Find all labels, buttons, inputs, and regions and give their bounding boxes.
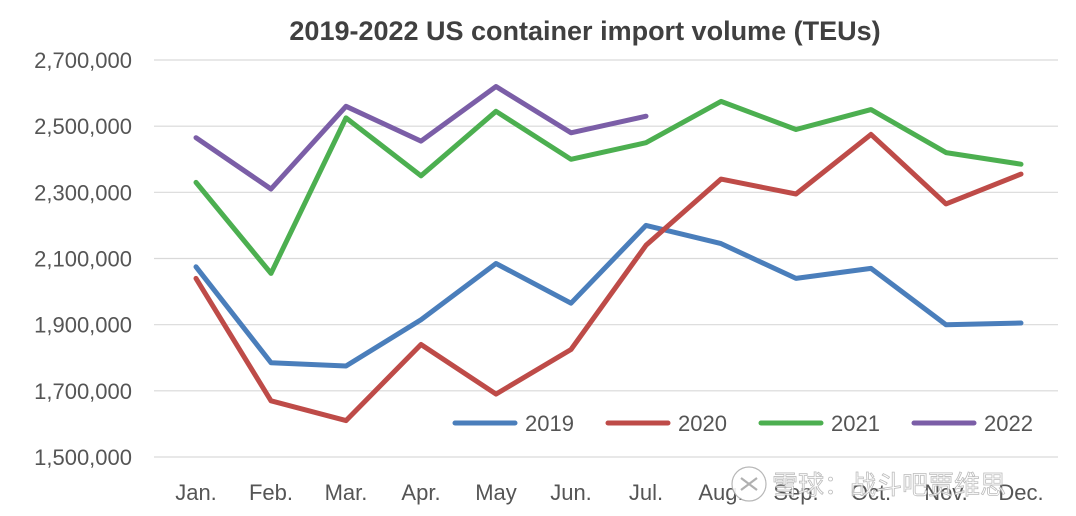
y-tick-label: 1,900,000 [34, 313, 132, 338]
x-tick-label: Jan. [175, 480, 217, 505]
x-tick-label: Apr. [401, 480, 440, 505]
series-line-2019 [193, 222, 1024, 369]
y-axis-tick-labels: 1,500,000 1,700,000 1,900,000 2,100,000 2,30… [34, 48, 132, 470]
y-tick-label: 2,100,000 [34, 247, 132, 272]
series-line-2021 [193, 98, 1024, 276]
y-tick-label: 1,500,000 [34, 445, 132, 470]
legend-label-2021: 2021 [831, 411, 880, 436]
legend-label-2020: 2020 [678, 411, 727, 436]
x-tick-label: Sep. [773, 480, 818, 505]
gridlines [154, 59, 1058, 458]
legend-label-2022: 2022 [984, 411, 1033, 436]
legend: 2019 2020 2021 2022 [452, 411, 1033, 436]
watermark-text: 雪球：战斗吧贾维思 [772, 471, 1006, 501]
chart-title: 2019-2022 US container import volume (TE… [289, 16, 880, 46]
y-tick-label: 1,700,000 [34, 379, 132, 404]
legend-label-2019: 2019 [525, 411, 574, 436]
snowball-logo-icon [731, 466, 767, 502]
x-tick-label: Oct. [851, 480, 891, 505]
x-tick-label: May [475, 480, 517, 505]
x-tick-label: Jul. [629, 480, 663, 505]
watermark: 雪球：战斗吧贾维思 [731, 466, 1006, 502]
y-tick-label: 2,300,000 [34, 180, 132, 205]
x-tick-label: Nov. [924, 480, 968, 505]
y-tick-label: 2,500,000 [34, 114, 132, 139]
series-lines [193, 84, 1024, 424]
series-line-2020 [193, 131, 1024, 424]
y-tick-label: 2,700,000 [34, 48, 132, 73]
x-tick-label: Feb. [249, 480, 293, 505]
x-tick-label: Jun. [550, 480, 592, 505]
series-line-2022 [193, 84, 649, 192]
x-tick-label: Mar. [325, 480, 368, 505]
x-axis-tick-labels: Jan. Feb. Mar. Apr. May Jun. Jul. Aug. Sep. Oct. N… [175, 480, 1043, 505]
x-tick-label: Dec. [998, 480, 1043, 505]
